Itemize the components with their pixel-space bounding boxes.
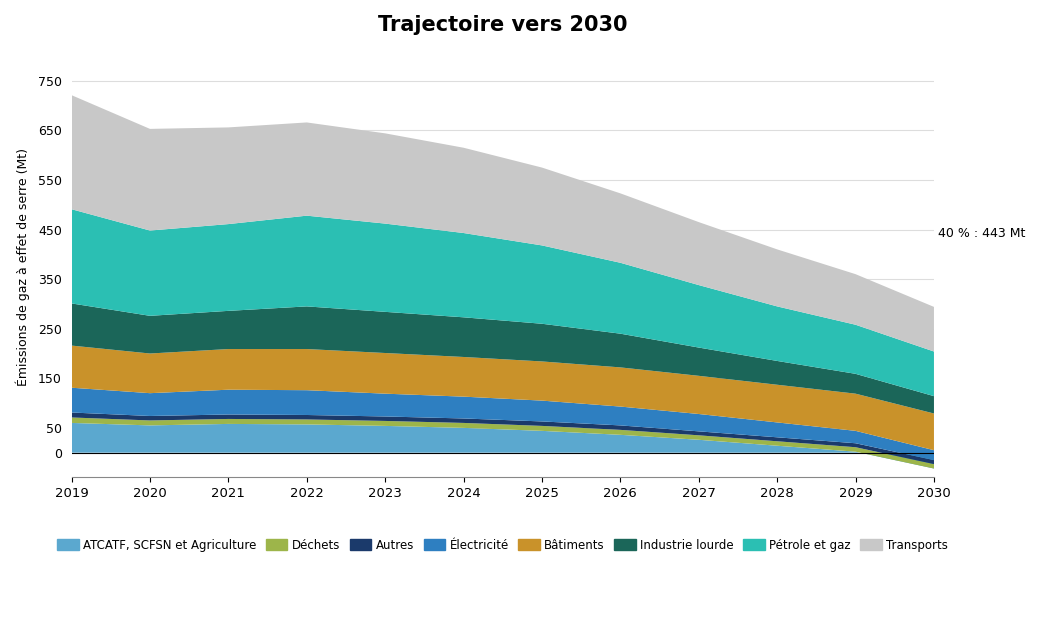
Legend: ATCATF, SCFSN et Agriculture, Déchets, Autres, Électricité, Bâtiments, Industrie: ATCATF, SCFSN et Agriculture, Déchets, A… [53,534,953,556]
Title: Trajectoire vers 2030: Trajectoire vers 2030 [378,15,627,35]
Text: 40 % : 443 Mt: 40 % : 443 Mt [938,227,1025,240]
Y-axis label: Émissions de gaz à effet de serre (Mt): Émissions de gaz à effet de serre (Mt) [15,148,29,386]
